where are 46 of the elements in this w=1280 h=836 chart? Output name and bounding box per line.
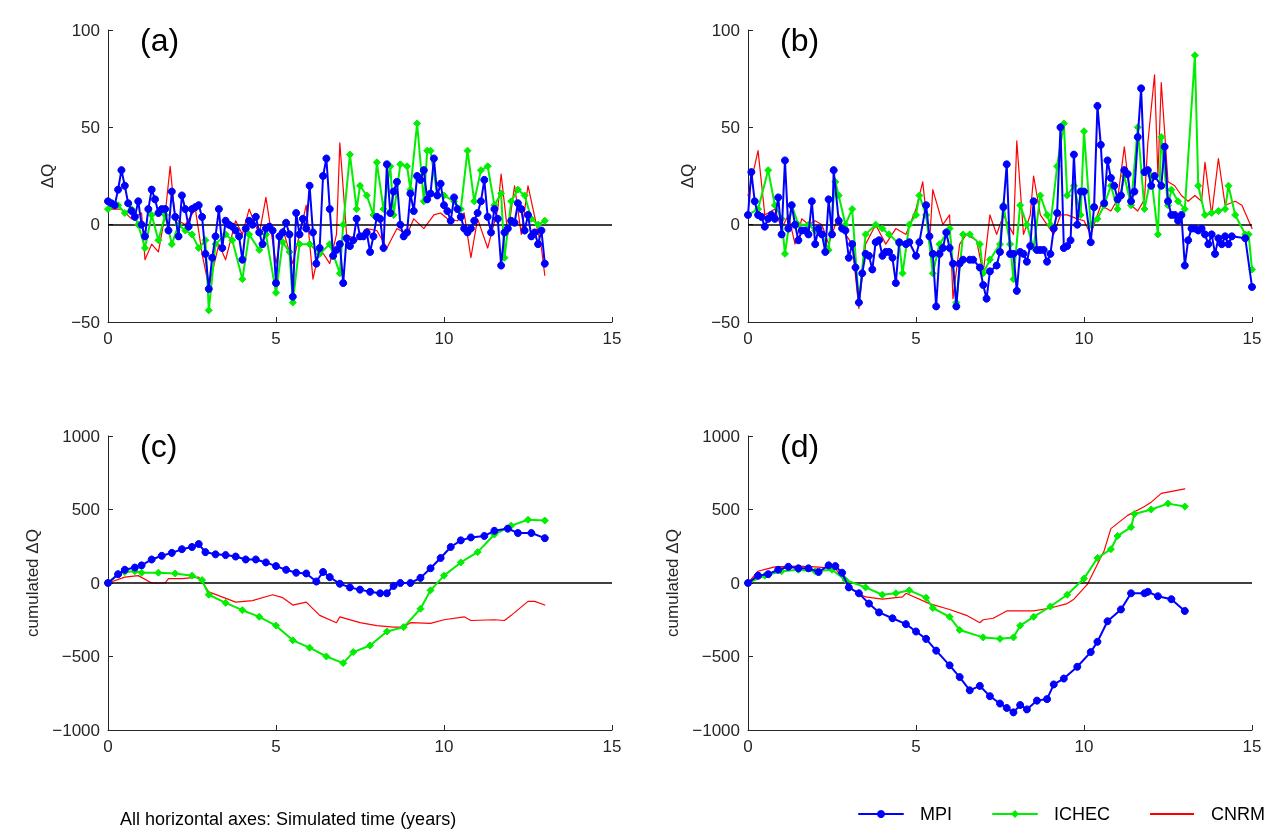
- x-tick-label: 5: [271, 737, 281, 756]
- x-tick-label: 15: [1242, 737, 1262, 756]
- legend-label: MPI: [920, 804, 953, 824]
- y-axis-title: cumulated ΔQ: [663, 529, 683, 637]
- y-tick-label: 100: [711, 20, 740, 40]
- x-tick-label: 10: [1074, 329, 1094, 348]
- x-tick-label: 5: [271, 329, 281, 348]
- y-tick-label: 1000: [702, 426, 740, 446]
- y-axis-title: ΔQ: [38, 163, 57, 189]
- x-tick-label: 10: [434, 737, 454, 756]
- x-tick-label: 5: [911, 329, 921, 348]
- x-tick-label: 10: [1074, 737, 1094, 756]
- y-tick-label: 0: [730, 215, 740, 235]
- y-tick-label: 0: [90, 215, 100, 235]
- y-tick-label: −500: [61, 647, 100, 666]
- y-tick-label: 50: [81, 117, 100, 137]
- x-tick-label: 10: [434, 329, 454, 348]
- y-tick-label: 0: [90, 573, 100, 593]
- y-tick-label: −1000: [52, 720, 100, 740]
- y-tick-label: −500: [701, 647, 740, 666]
- y-tick-label: −1000: [692, 720, 740, 740]
- y-tick-label: 500: [711, 500, 740, 519]
- y-tick-label: 0: [730, 573, 740, 593]
- y-tick-label: 50: [721, 117, 740, 137]
- y-tick-label: 1000: [62, 426, 100, 446]
- chart-title: (b): [780, 22, 820, 58]
- x-tick-label: 15: [602, 737, 622, 756]
- y-tick-label: 100: [71, 20, 100, 40]
- text: All horizontal axes: Simulated time (years): [120, 809, 457, 829]
- x-tick-label: 0: [103, 737, 113, 756]
- chart-title: (c): [140, 428, 178, 464]
- y-tick-label: 500: [71, 500, 100, 519]
- x-tick-label: 0: [743, 737, 753, 756]
- chart-title: (d): [780, 428, 820, 464]
- x-tick-label: 0: [743, 329, 753, 348]
- y-tick-label: −50: [711, 312, 740, 332]
- legend-label: CNRM: [1211, 804, 1266, 824]
- y-tick-label: −50: [71, 312, 100, 332]
- x-tick-label: 5: [911, 737, 921, 756]
- x-tick-label: 15: [1242, 329, 1262, 348]
- y-axis-title: ΔQ: [678, 163, 697, 189]
- chart-title: (a): [140, 22, 180, 58]
- legend-label: ICHEC: [1054, 804, 1111, 824]
- x-tick-label: 0: [103, 329, 113, 348]
- y-axis-title: cumulated ΔQ: [23, 529, 43, 637]
- x-tick-label: 15: [602, 329, 622, 348]
